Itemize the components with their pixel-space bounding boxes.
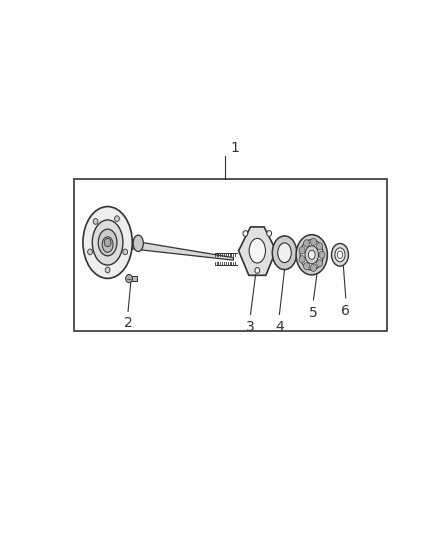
Ellipse shape	[98, 229, 117, 256]
Text: 5: 5	[308, 306, 317, 320]
Circle shape	[125, 274, 132, 282]
Circle shape	[318, 251, 324, 259]
Ellipse shape	[307, 251, 314, 260]
Ellipse shape	[272, 236, 296, 270]
Bar	[74, 179, 386, 330]
Circle shape	[243, 231, 247, 236]
Text: 6: 6	[341, 304, 350, 318]
Circle shape	[266, 231, 271, 236]
Circle shape	[310, 238, 316, 246]
Ellipse shape	[133, 235, 143, 252]
Circle shape	[298, 247, 304, 254]
Circle shape	[104, 238, 111, 247]
Text: 4: 4	[275, 320, 283, 335]
Polygon shape	[238, 227, 276, 276]
Ellipse shape	[277, 243, 291, 263]
Ellipse shape	[249, 238, 265, 263]
Circle shape	[303, 262, 309, 270]
Circle shape	[93, 219, 98, 224]
Circle shape	[298, 256, 304, 263]
Ellipse shape	[92, 220, 123, 265]
Circle shape	[254, 268, 259, 273]
Text: 2: 2	[124, 317, 132, 330]
Circle shape	[114, 216, 119, 222]
Circle shape	[310, 264, 316, 271]
Ellipse shape	[295, 235, 327, 275]
Ellipse shape	[102, 237, 113, 252]
Ellipse shape	[304, 246, 318, 264]
Circle shape	[316, 260, 322, 267]
Circle shape	[88, 249, 92, 255]
Ellipse shape	[331, 244, 348, 266]
Circle shape	[123, 249, 127, 255]
Circle shape	[303, 240, 309, 247]
Ellipse shape	[300, 240, 322, 270]
Bar	[129, 276, 136, 281]
Ellipse shape	[334, 248, 344, 262]
Circle shape	[105, 267, 110, 273]
Circle shape	[316, 243, 322, 250]
Text: 1: 1	[230, 141, 238, 155]
Polygon shape	[129, 240, 233, 260]
Ellipse shape	[336, 251, 342, 259]
Text: 3: 3	[246, 320, 254, 335]
Ellipse shape	[83, 207, 132, 278]
